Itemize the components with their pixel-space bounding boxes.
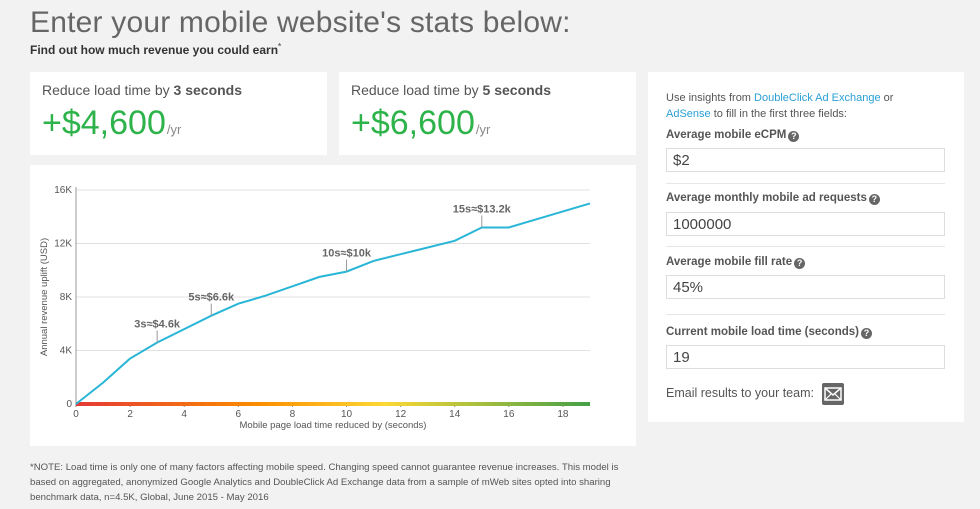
ecpm-label-text: Average mobile eCPM bbox=[666, 129, 787, 141]
load-time-label-text: Current mobile load time (seconds) bbox=[666, 326, 859, 338]
stat-label-5s: Reduce load time by 5 seconds bbox=[351, 82, 551, 98]
subtitle-footnote-mark: * bbox=[278, 42, 282, 51]
annotation-label: 5s≈$6.6k bbox=[188, 292, 235, 304]
fill-rate-input[interactable] bbox=[666, 275, 945, 299]
intro-prefix: Use insights from bbox=[666, 92, 755, 104]
annotation-label: 3s≈$4.6k bbox=[134, 318, 181, 330]
ad-requests-label: Average monthly mobile ad requests? bbox=[666, 192, 880, 205]
stat-value-5s: +$6,600/yr bbox=[351, 104, 490, 143]
y-tick-label: 4K bbox=[60, 346, 73, 357]
load-time-label: Current mobile load time (seconds)? bbox=[666, 326, 872, 339]
x-tick-label: 14 bbox=[449, 409, 461, 420]
x-tick-label: 10 bbox=[341, 409, 353, 420]
x-axis-title: Mobile page load time reduced by (second… bbox=[240, 420, 427, 431]
x-tick-label: 16 bbox=[503, 409, 515, 420]
y-tick-label: 12K bbox=[54, 239, 72, 250]
page-title: Enter your mobile website's stats below: bbox=[30, 6, 571, 39]
x-tick-label: 2 bbox=[127, 409, 133, 420]
x-tick-label: 6 bbox=[236, 409, 242, 420]
stat-label-seconds: 5 seconds bbox=[482, 82, 552, 98]
annotation-label: 10s≈$10k bbox=[322, 248, 372, 260]
load-time-input[interactable] bbox=[666, 345, 945, 369]
ecpm-input[interactable] bbox=[666, 148, 945, 172]
subtitle-text: Find out how much revenue you could earn bbox=[30, 43, 279, 57]
intro-text: Use insights from DoubleClick Ad Exchang… bbox=[666, 90, 956, 122]
ad-requests-input[interactable] bbox=[666, 212, 945, 236]
field-divider bbox=[666, 183, 945, 184]
x-axis-gradient-bar bbox=[76, 402, 590, 406]
field-divider bbox=[666, 314, 945, 315]
stat-amount: +$6,600 bbox=[351, 104, 475, 142]
stat-amount: +$4,600 bbox=[42, 104, 166, 142]
help-icon[interactable]: ? bbox=[860, 328, 872, 339]
email-label: Email results to your team: bbox=[666, 386, 814, 400]
envelope-icon bbox=[824, 387, 842, 401]
intro-or: or bbox=[880, 92, 894, 104]
revenue-chart: 0 4K 8K 12K 16K 0 2 4 6 8 10 12 14 16 18 3s≈$4.6k 5s≈$6.… bbox=[39, 185, 591, 431]
adsense-link[interactable]: AdSense bbox=[666, 108, 711, 120]
y-tick-label: 16K bbox=[54, 185, 72, 196]
help-icon[interactable]: ? bbox=[868, 194, 880, 205]
chart-card: 0 4K 8K 12K 16K 0 2 4 6 8 10 12 14 16 18 3s≈$4.6k 5s≈$6.… bbox=[30, 165, 636, 446]
stat-value-3s: +$4,600/yr bbox=[42, 104, 181, 143]
stat-card-3s: Reduce load time by 3 seconds +$4,600/yr bbox=[30, 72, 327, 155]
x-tick-label: 8 bbox=[290, 409, 296, 420]
x-tick-label: 0 bbox=[73, 409, 79, 420]
ecpm-label: Average mobile eCPM? bbox=[666, 129, 800, 142]
fill-rate-label-text: Average mobile fill rate bbox=[666, 256, 793, 268]
inputs-panel: Use insights from DoubleClick Ad Exchang… bbox=[648, 72, 964, 422]
x-tick-label: 4 bbox=[181, 409, 187, 420]
stat-label-seconds: 3 seconds bbox=[173, 82, 243, 98]
help-icon[interactable]: ? bbox=[788, 131, 800, 142]
stat-label-prefix: Reduce load time by bbox=[42, 82, 174, 98]
y-tick-label: 0 bbox=[66, 399, 72, 410]
intro-suffix: to fill in the first three fields: bbox=[710, 108, 847, 120]
stat-card-5s: Reduce load time by 5 seconds +$6,600/yr bbox=[339, 72, 636, 155]
help-icon[interactable]: ? bbox=[794, 258, 806, 269]
ad-requests-label-text: Average monthly mobile ad requests bbox=[666, 192, 867, 204]
x-tick-label: 18 bbox=[557, 409, 569, 420]
page-subtitle: Find out how much revenue you could earn… bbox=[30, 42, 281, 57]
x-tick-label: 12 bbox=[395, 409, 407, 420]
stat-label-prefix: Reduce load time by bbox=[351, 82, 483, 98]
field-divider bbox=[666, 246, 945, 247]
y-axis-title: Annual revenue uplift (USD) bbox=[39, 238, 50, 356]
footnote: *NOTE: Load time is only one of many fac… bbox=[30, 462, 619, 503]
y-tick-label: 8K bbox=[60, 292, 73, 303]
stat-unit: /yr bbox=[475, 122, 491, 137]
annotation-label: 15s≈$13.2k bbox=[453, 203, 512, 215]
stat-label-3s: Reduce load time by 3 seconds bbox=[42, 82, 242, 98]
stat-unit: /yr bbox=[166, 122, 182, 137]
adx-link[interactable]: DoubleClick Ad Exchange bbox=[754, 92, 881, 104]
series-line bbox=[75, 202, 591, 405]
fill-rate-label: Average mobile fill rate? bbox=[666, 256, 806, 269]
email-button[interactable] bbox=[822, 383, 844, 405]
